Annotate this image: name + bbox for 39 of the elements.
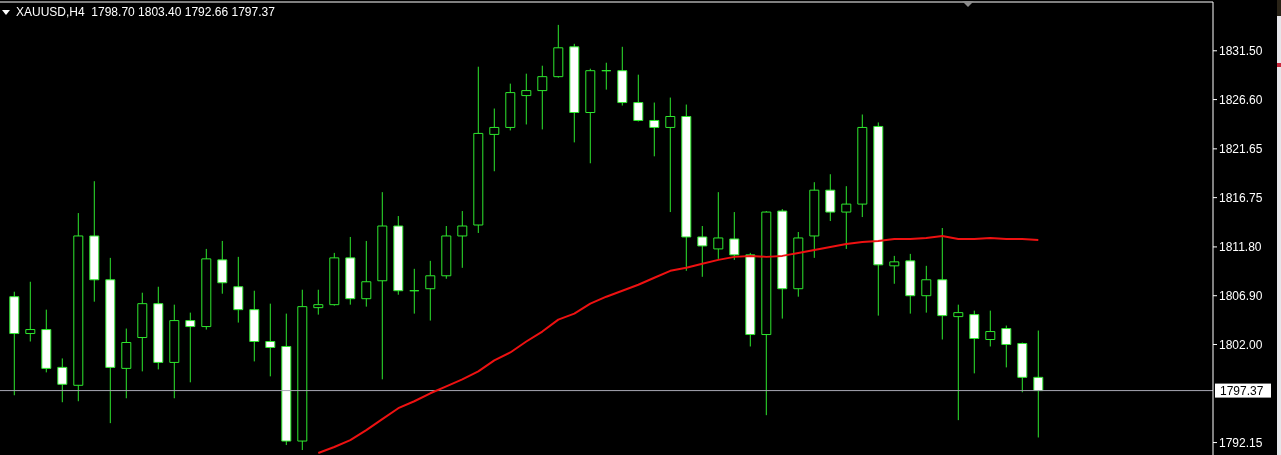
candlestick: [729, 211, 740, 261]
y-tick-label: 1806.90: [1219, 288, 1263, 303]
candlestick: [233, 256, 244, 324]
y-tick-label: 1831.50: [1219, 44, 1263, 59]
y-tick-label: 1816.75: [1219, 190, 1263, 205]
candlestick: [953, 304, 964, 421]
candlestick: [889, 255, 900, 285]
candlestick: [649, 102, 660, 157]
candlestick: [633, 74, 644, 122]
candlestick: [185, 312, 196, 383]
y-tick-label: 1826.60: [1219, 92, 1263, 107]
candlestick: [217, 240, 228, 295]
candlestick: [1033, 330, 1044, 438]
candlestick: [537, 65, 548, 130]
candlestick: [969, 310, 980, 374]
candlestick: [25, 281, 36, 342]
chart-title: XAUUSD,H4 1798.70 1803.40 1792.66 1797.37: [16, 4, 275, 20]
candlestick: [265, 303, 276, 377]
candlestick: [425, 260, 436, 322]
y-tick-label: 1802.00: [1219, 337, 1263, 352]
candlestick: [665, 97, 676, 213]
candlestick: [697, 225, 708, 278]
ref-line-label: 1797.37: [1220, 383, 1264, 398]
y-tick-label: 1821.65: [1219, 142, 1263, 157]
candlestick: [921, 265, 932, 314]
candlestick: [57, 357, 68, 403]
candlestick: [521, 73, 532, 125]
line-series: [317, 234, 1040, 455]
candlestick: [313, 289, 324, 316]
candlestick: [457, 210, 468, 269]
candlestick: [489, 108, 500, 172]
y-tick-label: 1811.80: [1219, 240, 1262, 255]
candlestick: [1001, 325, 1012, 368]
candlestick: [841, 185, 852, 250]
candlestick: [985, 310, 996, 347]
candlestick: [361, 240, 372, 308]
y-tick-label: 1792.15: [1219, 435, 1263, 450]
candlestick: [713, 191, 724, 260]
candlestick: [825, 173, 836, 222]
